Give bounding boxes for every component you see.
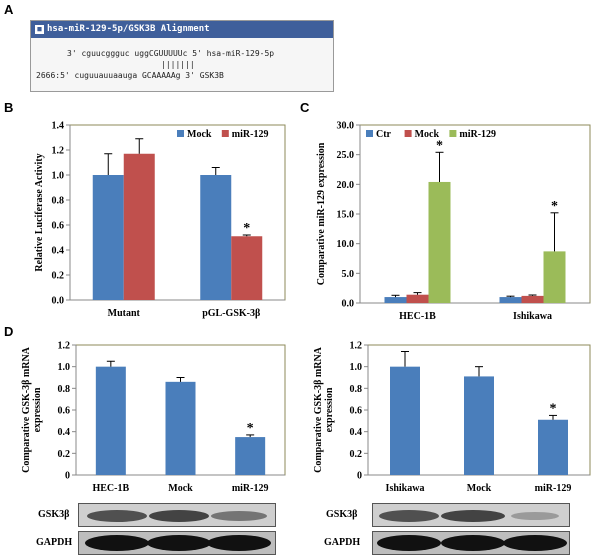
target-sequence: 2666:5' cuguuauuaauga GCAAAAAg 3' GSK3B: [36, 71, 224, 80]
d-left-ytick-label: 1.2: [58, 341, 71, 352]
d-left-ytick-label: 0.2: [58, 449, 71, 460]
alignment-title-bar: ■ hsa-miR-129-5p/GSK3B Alignment: [31, 21, 333, 38]
d-left-ylabel: expression: [32, 387, 43, 432]
d-left-ytick-label: 0.4: [58, 427, 71, 438]
window-icon: ■: [35, 25, 44, 34]
d-right-ylabel: expression: [324, 387, 335, 432]
b-legend-label: miR-129: [232, 129, 269, 140]
d-left-ytick-label: 0.6: [58, 406, 71, 417]
c-legend-swatch: [449, 130, 457, 137]
d-right-ytick-label: 1.2: [350, 341, 363, 352]
b-bar: [231, 236, 263, 300]
c-legend-label: Mock: [415, 129, 440, 140]
b-ytick-label: 1.4: [52, 121, 65, 132]
b-ytick-label: 0.2: [52, 271, 65, 282]
b-category-label: Mutant: [108, 308, 141, 319]
blot-left-gapdh-band: [78, 531, 276, 555]
b-significance-mark: *: [243, 221, 250, 236]
c-ytick-label: 25.0: [337, 150, 355, 161]
c-bar: [406, 294, 429, 303]
b-ytick-label: 0.6: [52, 221, 65, 232]
d-right-ytick-label: 0.2: [350, 449, 363, 460]
b-ytick-label: 0.0: [52, 296, 65, 307]
blot-left-gsk3b-label: GSK3β: [38, 509, 70, 520]
c-ytick-label: 15.0: [337, 210, 355, 221]
chart-gsk3b-ishikawa: 0 0.2 0.4 0.6 0.8 1.0 1.2 Comparative GSK-3β mR…: [313, 341, 591, 494]
blot-left-gsk3b-band: [78, 503, 276, 527]
d-left-ytick-label: 0.8: [58, 384, 71, 395]
b-legend-swatch: [177, 130, 184, 137]
b-ytick-label: 0.8: [52, 196, 65, 207]
d-left-significance-mark: *: [247, 421, 254, 436]
d-right-bar: [464, 376, 494, 475]
c-category-label: Ishikawa: [513, 311, 552, 322]
c-ytick-label: 5.0: [342, 269, 355, 280]
blot-right-gapdh-band: [372, 531, 570, 555]
b-legend-label: Mock: [187, 129, 212, 140]
c-ylabel: Comparative miR-129 expression: [316, 142, 327, 285]
chart-mir129-expression: 0.0 5.0 10.0 15.0 20.0 25.0 30.0 Comparative mi…: [316, 121, 591, 322]
d-right-ylabel: Comparative GSK-3β mRNA: [313, 346, 324, 473]
d-left-ytick-label: 0: [65, 471, 70, 482]
c-category-label: HEC-1B: [399, 311, 436, 322]
panel-letter-a: A: [4, 2, 14, 17]
blot-right-gsk3b-label: GSK3β: [326, 509, 358, 520]
mirna-sequence: 3' cguucggguc uggCGUUUUUc 5' hsa-miR-129…: [67, 49, 275, 58]
b-bar: [123, 153, 155, 300]
c-legend-label: Ctr: [376, 129, 392, 140]
c-ytick-label: 10.0: [337, 239, 355, 250]
d-right-ytick-label: 0.6: [350, 406, 363, 417]
d-left-bar: [235, 437, 266, 475]
d-right-bar: [538, 419, 568, 475]
d-right-ytick-label: 1.0: [350, 362, 363, 373]
c-bar: [499, 297, 522, 303]
c-ytick-label: 30.0: [337, 121, 355, 132]
c-ytick-label: 0.0: [342, 299, 355, 310]
c-legend-label: miR-129: [459, 129, 496, 140]
d-left-ytick-label: 1.0: [58, 362, 71, 373]
pairing-lines: |||||||: [161, 60, 195, 69]
c-bar: [543, 251, 566, 303]
c-significance-mark: *: [436, 138, 443, 153]
b-bar: [92, 175, 124, 300]
panel-letter-d: D: [4, 324, 14, 339]
d-left-bar: [95, 366, 126, 475]
blot-right-gsk3b-band: [372, 503, 570, 527]
c-ytick-label: 20.0: [337, 180, 355, 191]
d-left-category-label: HEC-1B: [92, 483, 129, 494]
b-legend-swatch: [221, 130, 229, 137]
b-ytick-label: 1.0: [52, 171, 65, 182]
panel-letter-c: C: [300, 100, 310, 115]
d-right-ytick-label: 0.4: [350, 427, 363, 438]
b-ylabel: Relative Luciferase Activity: [34, 153, 45, 271]
d-right-category-label: miR-129: [535, 483, 572, 494]
d-right-category-label: Ishikawa: [386, 483, 425, 494]
blot-left-gapdh-label: GAPDH: [36, 537, 73, 548]
b-ytick-label: 1.2: [52, 146, 65, 157]
b-ytick-label: 0.4: [52, 246, 65, 257]
alignment-box: ■ hsa-miR-129-5p/GSK3B Alignment 3' cguu…: [30, 20, 334, 92]
c-legend-swatch: [404, 130, 412, 137]
c-bar: [521, 295, 544, 303]
d-right-bar: [390, 366, 420, 475]
c-bar: [428, 181, 451, 303]
panel-letter-b: B: [4, 100, 14, 115]
d-right-ytick-label: 0.8: [350, 384, 363, 395]
blot-right-gapdh-label: GAPDH: [324, 537, 361, 548]
chart-gsk3b-hec1b: 0 0.2 0.4 0.6 0.8 1.0 1.2 Comparative GSK-3β mR…: [21, 341, 286, 494]
d-right-ytick-label: 0: [357, 471, 362, 482]
c-significance-mark: *: [551, 199, 558, 214]
chart-luciferase: 0.0 0.2 0.4 0.6 0.8 1.0 1.2 1.4 Relative Lucifer…: [34, 121, 286, 319]
d-left-category-label: Mock: [168, 483, 193, 494]
d-left-bar: [165, 381, 196, 475]
d-left-category-label: miR-129: [232, 483, 269, 494]
b-category-label: pGL-GSK-3β: [202, 308, 260, 319]
c-legend-swatch: [366, 130, 373, 137]
alignment-title: hsa-miR-129-5p/GSK3B Alignment: [47, 24, 210, 34]
d-right-category-label: Mock: [467, 483, 492, 494]
b-bar: [200, 175, 232, 300]
d-right-significance-mark: *: [550, 401, 557, 416]
c-bar: [384, 297, 407, 303]
d-left-ylabel: Comparative GSK-3β mRNA: [21, 346, 32, 473]
